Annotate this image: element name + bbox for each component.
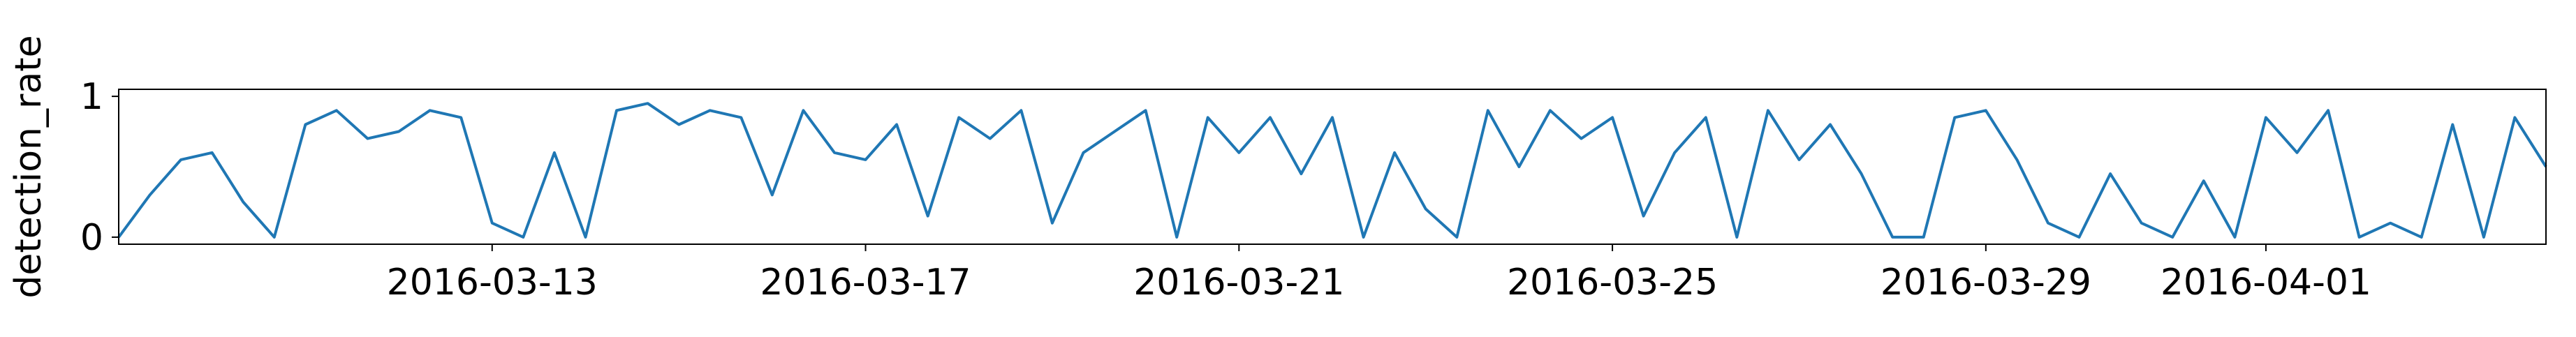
series-line <box>117 102 2547 239</box>
x-tick-label: 2016-03-21 <box>1133 262 1344 304</box>
x-axis: 2016-03-13 2016-03-17 2016-03-21 2016-03-25… <box>387 244 2371 304</box>
x-tick-label: 2016-03-17 <box>760 262 971 304</box>
x-tick-label: 2016-03-25 <box>1507 262 1718 304</box>
x-tick-label: 2016-04-01 <box>2161 262 2371 304</box>
x-tick-label: 2016-03-29 <box>1881 262 2091 304</box>
y-tick-label: 1 <box>80 76 103 118</box>
x-tick-label: 2016-03-13 <box>387 262 598 304</box>
y-axis: 01 <box>80 76 119 259</box>
y-axis-label: detection_rate <box>8 35 50 298</box>
y-tick-label: 0 <box>80 217 103 259</box>
plot-area <box>117 102 2547 239</box>
axes-frame <box>118 89 2547 245</box>
